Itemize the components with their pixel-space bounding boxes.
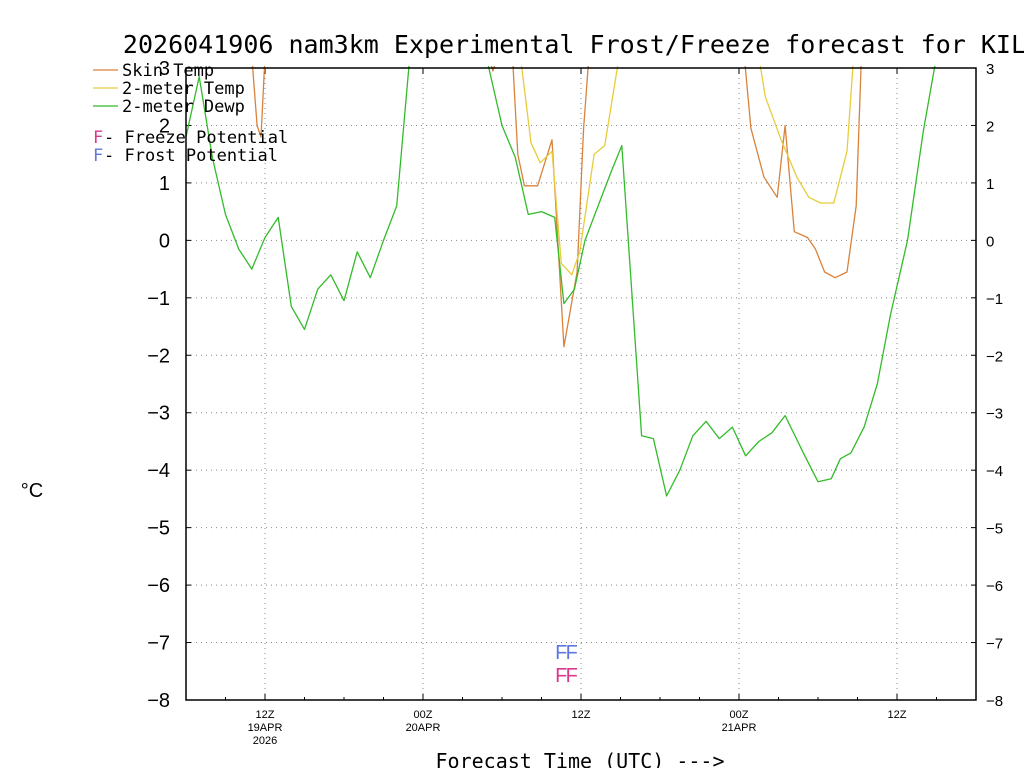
y-tick-label-left: −6 — [147, 575, 170, 597]
series-lines — [186, 66, 936, 497]
y-tick-label-right: 1 — [986, 176, 994, 193]
marker-frost-potential: F — [566, 642, 578, 664]
marker-freeze-potential: F — [566, 665, 578, 687]
series-line-skin-temp — [744, 66, 862, 279]
y-tick-label-left: 3 — [159, 58, 170, 80]
series-line-2-meter-temp — [759, 66, 854, 204]
legend-label: 2-meter Dewp — [122, 97, 245, 117]
y-tick-label-left: −3 — [147, 403, 170, 425]
y-tick-label-left: −4 — [147, 460, 170, 482]
y-tick-label-left: 2 — [159, 115, 170, 137]
x-tick-label: 19APR — [248, 722, 283, 734]
marker-freeze-potential: F — [555, 665, 567, 687]
legend-potential-symbol: F — [93, 128, 103, 148]
y-tick-label-right: −2 — [986, 348, 1003, 365]
y-tick-label-left: −8 — [147, 690, 170, 712]
y-tick-label-left: −1 — [147, 288, 170, 310]
x-tick-label: 12Z — [572, 709, 591, 721]
x-tick-label: 21APR — [722, 722, 757, 734]
y-tick-label-left: −5 — [147, 518, 170, 540]
y-tick-label-right: −1 — [986, 291, 1003, 308]
x-tick-label: 00Z — [730, 709, 749, 721]
plot-frame — [185, 67, 977, 701]
y-tick-label-right: −6 — [986, 578, 1003, 595]
y-tick-label-right: −3 — [986, 406, 1003, 423]
legend-label: Skin Temp — [122, 61, 214, 81]
y-axis-label: °C — [21, 480, 43, 502]
series-line-2-meter-temp — [520, 66, 619, 276]
series-line-skin-temp — [251, 66, 266, 138]
y-axis-right: −8 −7 −6 −5 −4 −3 −2 −1 0 1 2 3 — [971, 61, 1003, 710]
y-tick-label-left: −2 — [147, 345, 170, 367]
x-tick-label: 12Z — [256, 709, 275, 721]
x-axis-label: Forecast Time (UTC) ---> — [436, 749, 725, 768]
x-tick-label: 2026 — [253, 735, 277, 747]
legend-potential-label: - Freeze Potential — [104, 128, 288, 148]
y-tick-label-right: −7 — [986, 636, 1003, 653]
x-tick-label: 20APR — [406, 722, 441, 734]
series-line-2-meter-dewp — [487, 66, 936, 497]
y-tick-label-left: −7 — [147, 633, 170, 655]
y-tick-label-right: 0 — [986, 233, 994, 250]
y-tick-label-right: −8 — [986, 693, 1003, 710]
legend-potential-symbol: F — [93, 146, 103, 166]
y-tick-label-left: 0 — [159, 230, 170, 252]
x-tick-label: 00Z — [414, 709, 433, 721]
series-line-skin-temp — [490, 66, 496, 72]
y-tick-label-right: 2 — [986, 118, 994, 135]
marker-frost-potential: F — [555, 642, 567, 664]
legend-potential-label: - Frost Potential — [104, 146, 278, 166]
series-line-2-meter-dewp — [186, 66, 410, 331]
series-line-skin-temp — [512, 66, 589, 348]
y-axis-left: −8 −7 −6 −5 −4 −3 −2 −1 0 1 2 3 — [147, 58, 191, 712]
y-tick-label-left: 1 — [159, 173, 170, 195]
chart-title: 2026041906 nam3km Experimental Frost/Fre… — [123, 30, 1024, 59]
y-tick-label-right: −5 — [986, 521, 1003, 538]
y-tick-label-right: −4 — [986, 463, 1003, 480]
legend-label: 2-meter Temp — [122, 79, 245, 99]
x-tick-label: 12Z — [888, 709, 907, 721]
y-tick-label-right: 3 — [986, 61, 994, 78]
